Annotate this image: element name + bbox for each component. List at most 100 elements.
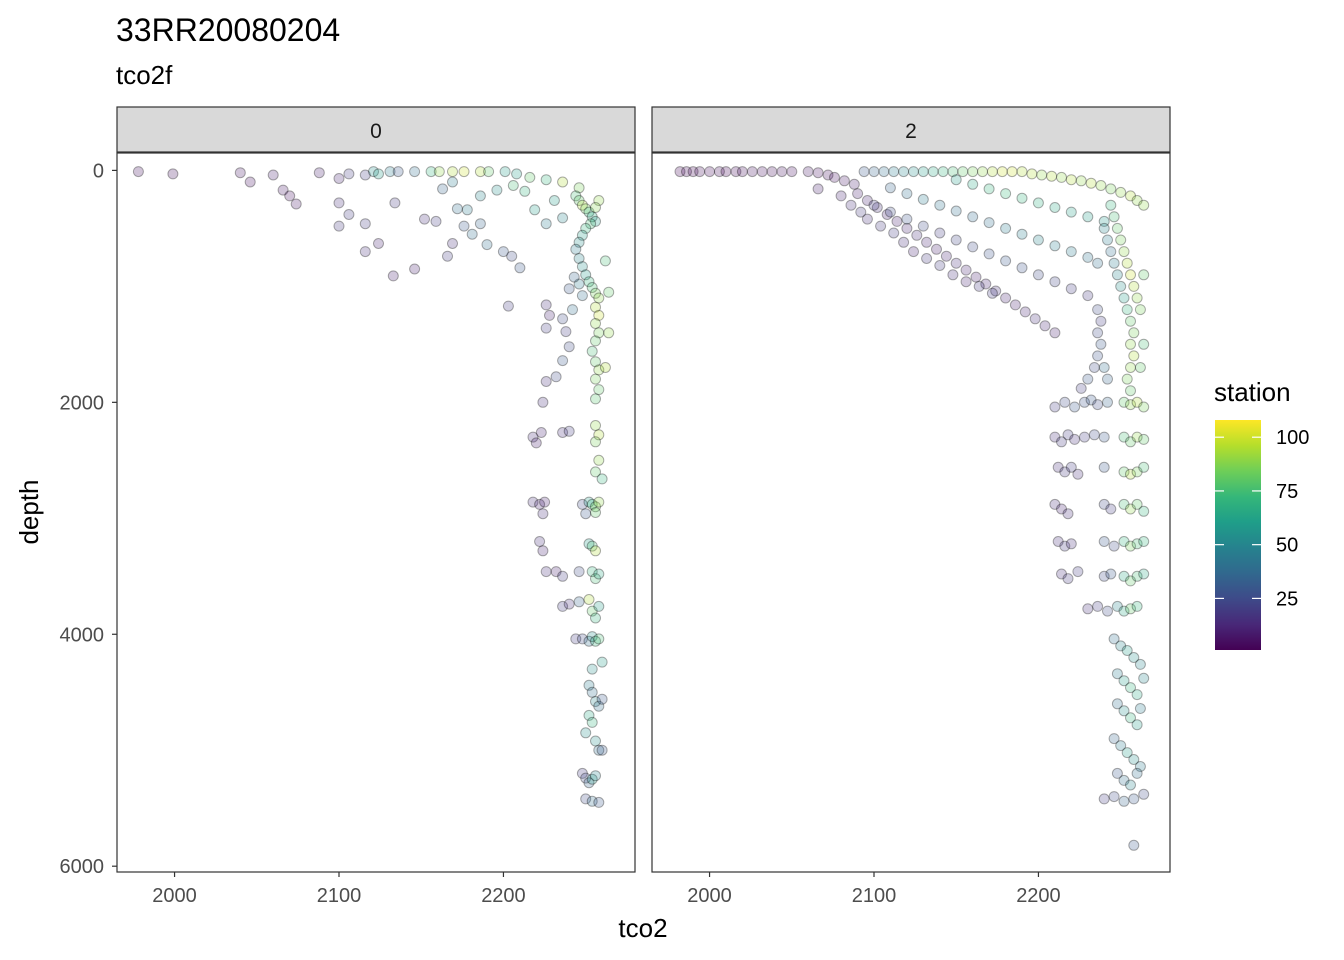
data-point — [1128, 754, 1140, 765]
data-point — [1032, 234, 1044, 246]
data-point — [950, 174, 962, 186]
data-point — [1138, 199, 1150, 211]
data-point — [540, 566, 552, 578]
data-point — [359, 169, 371, 181]
data-point — [878, 166, 890, 178]
data-point — [573, 236, 585, 248]
x-tick-label: 2200 — [481, 885, 526, 907]
data-point — [1115, 280, 1127, 292]
data-point — [593, 568, 605, 580]
data-point — [884, 182, 896, 194]
data-point — [746, 166, 758, 178]
data-point — [1026, 168, 1038, 180]
data-point — [1131, 431, 1143, 443]
data-point — [483, 166, 495, 178]
data-point — [970, 271, 982, 283]
facet-panel-2: 2 — [651, 106, 1171, 873]
data-point — [1098, 362, 1110, 373]
data-point — [838, 175, 850, 187]
data-point — [1049, 240, 1061, 252]
data-point — [1065, 538, 1077, 550]
data-point — [474, 218, 486, 230]
legend-colorbar — [1215, 420, 1261, 650]
data-point — [583, 276, 595, 288]
data-point — [277, 184, 289, 196]
data-point — [563, 341, 575, 353]
data-point — [1121, 257, 1133, 269]
data-point — [1125, 603, 1136, 615]
data-point — [573, 566, 585, 578]
data-point — [1125, 682, 1136, 694]
data-point — [557, 176, 569, 188]
legend-tick-label: 25 — [1276, 588, 1298, 610]
data-point — [1115, 234, 1127, 246]
data-point — [960, 264, 972, 276]
data-point — [960, 276, 972, 288]
data-point — [368, 166, 379, 178]
data-point — [590, 770, 601, 782]
data-point — [1049, 202, 1061, 213]
data-point — [583, 709, 595, 721]
data-point — [590, 420, 601, 431]
data-point — [888, 166, 900, 178]
data-point — [908, 166, 919, 178]
data-point — [1036, 169, 1048, 181]
data-point — [544, 309, 555, 321]
data-point — [1111, 269, 1123, 281]
data-point — [1098, 431, 1110, 443]
data-point — [1000, 188, 1012, 200]
data-point — [720, 166, 732, 178]
data-point — [586, 605, 598, 617]
data-point — [1108, 633, 1120, 645]
data-point — [1075, 175, 1087, 187]
data-point — [1016, 228, 1028, 240]
data-point — [1138, 338, 1150, 350]
data-point — [1125, 779, 1136, 791]
data-point — [537, 396, 549, 408]
data-point — [550, 566, 562, 578]
data-point — [967, 166, 979, 178]
chart-title: 33RR20080204 — [116, 12, 340, 48]
data-point — [373, 168, 384, 180]
data-point — [736, 166, 748, 178]
data-point — [593, 700, 605, 712]
data-point — [917, 166, 929, 178]
data-point — [1049, 498, 1061, 510]
data-point — [1125, 540, 1136, 552]
data-point — [507, 180, 519, 191]
data-point — [1138, 401, 1150, 413]
data-point — [687, 166, 699, 178]
data-point — [409, 263, 421, 275]
data-point — [586, 773, 598, 785]
data-point — [568, 271, 580, 283]
data-point — [570, 633, 582, 645]
data-point — [1128, 350, 1140, 362]
data-point — [1138, 672, 1150, 684]
data-point — [590, 507, 601, 518]
data-point — [535, 427, 547, 438]
data-point — [580, 203, 592, 215]
data-point — [409, 166, 421, 178]
data-point — [593, 309, 605, 321]
data-point — [1111, 698, 1123, 710]
data-point — [447, 238, 458, 249]
data-point — [1108, 257, 1120, 269]
data-point — [502, 300, 514, 312]
data-point — [1125, 399, 1136, 411]
chart-subtitle: tco2f — [116, 60, 173, 90]
data-point — [603, 286, 615, 298]
data-point — [973, 280, 985, 292]
data-point — [1108, 540, 1120, 552]
legend-title: station — [1214, 377, 1291, 407]
data-point — [1128, 327, 1140, 339]
data-point — [593, 744, 605, 756]
data-point — [590, 356, 601, 368]
data-point — [1000, 292, 1012, 304]
data-point — [1052, 536, 1064, 547]
data-point — [983, 248, 995, 260]
data-point — [563, 283, 575, 295]
data-point — [530, 437, 542, 449]
data-point — [921, 236, 933, 248]
x-tick-label: 2000 — [687, 885, 732, 907]
data-point — [1118, 498, 1130, 510]
